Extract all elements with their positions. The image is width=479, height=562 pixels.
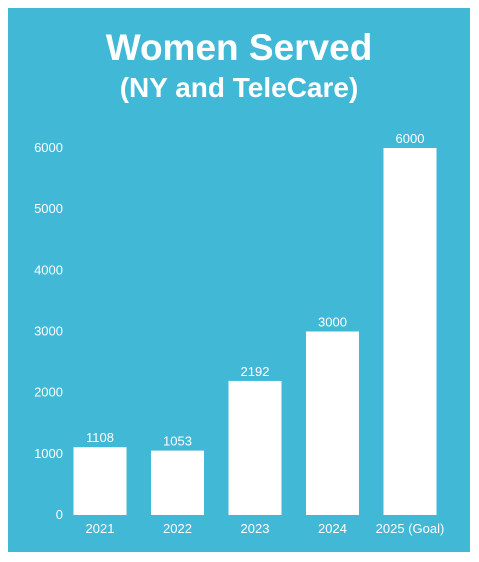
- y-tick-label: 2000: [34, 385, 63, 400]
- bar-value-label: 1053: [163, 434, 192, 449]
- x-category-label: 2021: [86, 521, 115, 536]
- y-tick-label: 0: [56, 507, 63, 522]
- chart-title: Women Served: [105, 27, 373, 68]
- bar-2024: [306, 331, 359, 515]
- bar-value-label: 1108: [86, 430, 114, 445]
- x-category-label: 2023: [241, 521, 270, 536]
- x-category-label: 2024: [318, 521, 347, 536]
- y-tick-label: 4000: [34, 262, 63, 277]
- bar-chart: 0 1000 2000 3000 4000 5000 6000 1108 2021 1053 202…: [34, 131, 445, 536]
- y-tick-label: 5000: [34, 201, 63, 216]
- y-tick-label: 3000: [34, 324, 63, 339]
- bar-value-label: 3000: [318, 315, 347, 330]
- chart-panel: Women Served (NY and TeleCare) 0 1000 2000…: [8, 8, 470, 552]
- bar-2022: [151, 450, 204, 515]
- bar-2023: [228, 380, 282, 515]
- y-tick-label: 6000: [34, 140, 63, 155]
- bar-2021: [73, 447, 127, 515]
- bar-2025: [383, 148, 437, 515]
- x-category-label: 2022: [163, 521, 192, 536]
- bar-value-label: 6000: [396, 131, 425, 146]
- bar-value-label: 2192: [241, 364, 270, 379]
- y-tick-label: 1000: [34, 446, 63, 461]
- chart-subtitle: (NY and TeleCare): [119, 72, 359, 103]
- x-category-label: 2025 (Goal): [376, 521, 445, 536]
